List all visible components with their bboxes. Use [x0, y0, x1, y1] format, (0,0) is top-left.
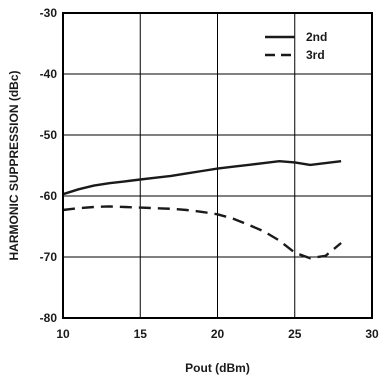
- legend-label-2nd: 2nd: [306, 30, 327, 44]
- plot-border: [62, 12, 373, 319]
- x-tick-label: 20: [211, 327, 225, 341]
- y-tick-label: -30: [40, 6, 58, 20]
- y-tick-label: -70: [40, 250, 58, 264]
- y-tick-label: -80: [40, 311, 58, 325]
- series-line-2nd: [62, 160, 342, 196]
- x-tick-label: 10: [56, 327, 70, 341]
- x-tick-label: 25: [288, 327, 302, 341]
- x-tick-label: 15: [134, 327, 148, 341]
- y-tick-label: -40: [40, 67, 58, 81]
- y-axis-title: HARMONIC SUPPRESSION (dBc): [7, 70, 21, 260]
- x-axis-title: Pout (dBm): [185, 361, 250, 375]
- legend-label-3rd: 3rd: [306, 48, 325, 62]
- plot-frame: [62, 12, 373, 319]
- x-tick-label: 30: [365, 327, 379, 341]
- series-lines: [62, 160, 342, 260]
- grid: [63, 13, 372, 318]
- series-line-3rd: [62, 205, 342, 260]
- y-tick-label: -50: [40, 128, 58, 142]
- y-tick-label: -60: [40, 189, 58, 203]
- tick-labels: 10 15 20 25 30 -30 -40 -50 -60 -70 -80: [40, 6, 379, 341]
